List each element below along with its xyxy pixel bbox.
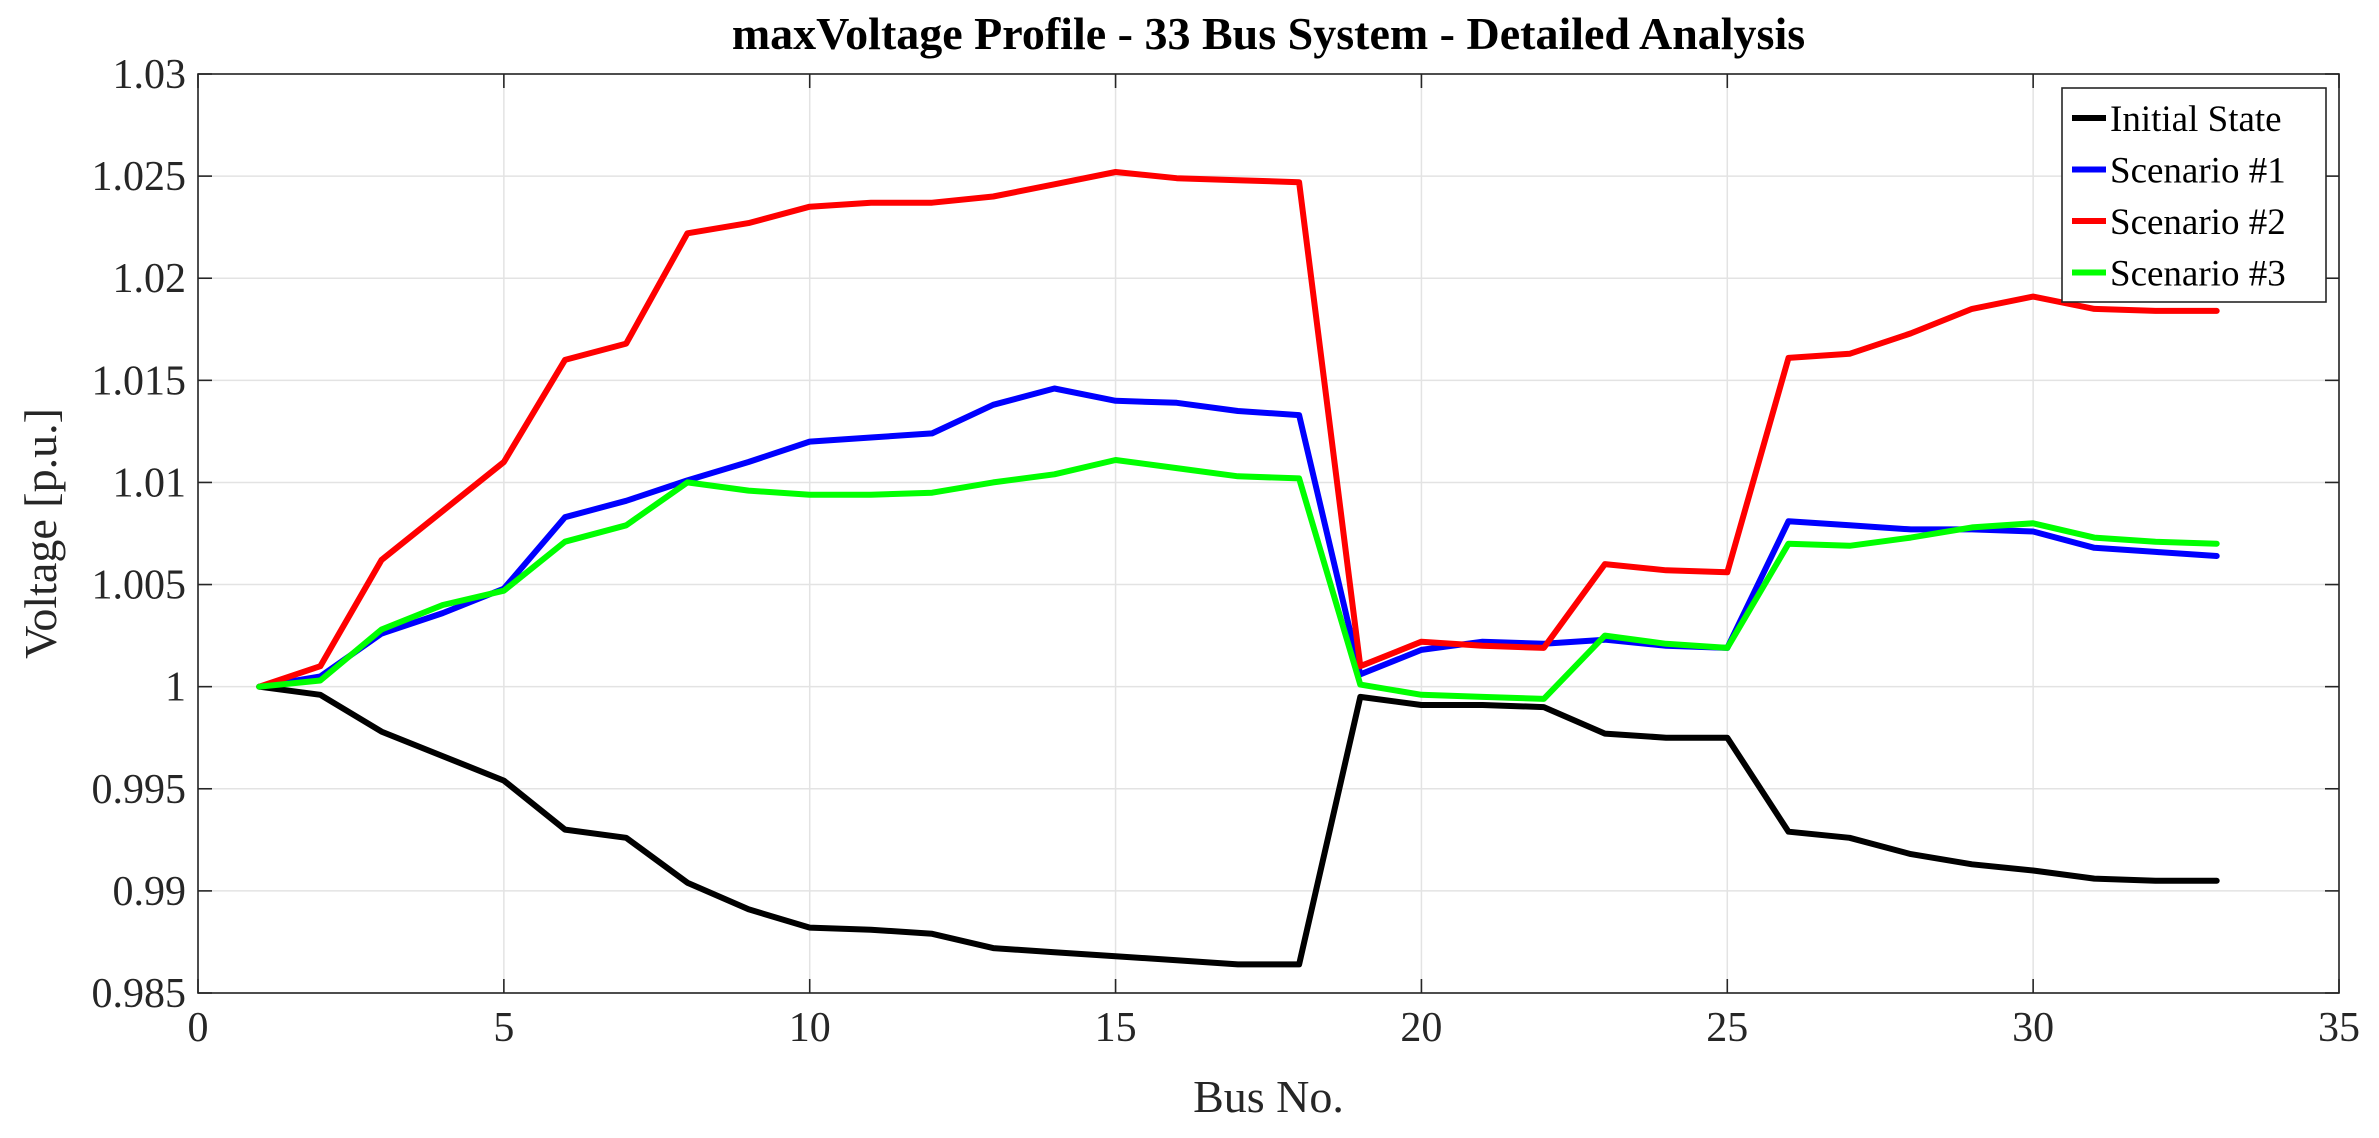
y-tick-label: 0.985 xyxy=(92,971,187,1017)
x-tick-label: 20 xyxy=(1400,1005,1442,1051)
legend-label-initial-state: Initial State xyxy=(2110,99,2282,140)
y-tick-label: 1 xyxy=(165,665,186,711)
y-tick-label: 1.025 xyxy=(92,154,187,200)
series-lines xyxy=(256,169,2220,968)
axis-ticks: 0 5 10 15 20 25 30 35 0.985 0.99 0.995 1 1.005 1.01 1.… xyxy=(92,52,2361,1051)
legend-label-scenario-3: Scenario #3 xyxy=(2110,254,2286,295)
y-tick-label: 1.015 xyxy=(92,358,187,404)
chart-title: maxVoltage Profile - 33 Bus System - Det… xyxy=(732,8,1805,59)
legend-label-scenario-2: Scenario #2 xyxy=(2110,202,2286,243)
x-tick-label: 35 xyxy=(2318,1005,2360,1051)
y-tick-label: 1.02 xyxy=(113,256,187,302)
plot-area-border xyxy=(197,73,2340,994)
y-axis-label: Voltage [p.u.] xyxy=(15,408,66,659)
x-tick-label: 15 xyxy=(1095,1005,1137,1051)
y-tick-label: 0.99 xyxy=(113,869,187,915)
x-tick-label: 30 xyxy=(2012,1005,2054,1051)
series-line-scenario-1 xyxy=(256,385,2220,690)
y-tick-label: 1.01 xyxy=(113,460,187,506)
series-line-scenario-2 xyxy=(256,169,2220,690)
legend: Initial State Scenario #1 Scenario #2 Scena… xyxy=(2061,87,2327,303)
y-tick-label: 0.995 xyxy=(92,767,187,813)
series-line-initial-state xyxy=(256,683,2220,968)
y-tick-label: 1.03 xyxy=(113,52,187,98)
legend-label-scenario-1: Scenario #1 xyxy=(2110,151,2286,192)
x-tick-label: 25 xyxy=(1706,1005,1748,1051)
series-line-scenario-3 xyxy=(256,457,2220,702)
legend-box xyxy=(2061,87,2327,303)
x-tick-label: 10 xyxy=(789,1005,831,1051)
x-tick-label: 5 xyxy=(493,1005,514,1051)
x-axis-label: Bus No. xyxy=(1193,1071,1344,1122)
x-tick-label: 0 xyxy=(188,1005,209,1051)
y-tick-label: 1.005 xyxy=(92,563,187,609)
